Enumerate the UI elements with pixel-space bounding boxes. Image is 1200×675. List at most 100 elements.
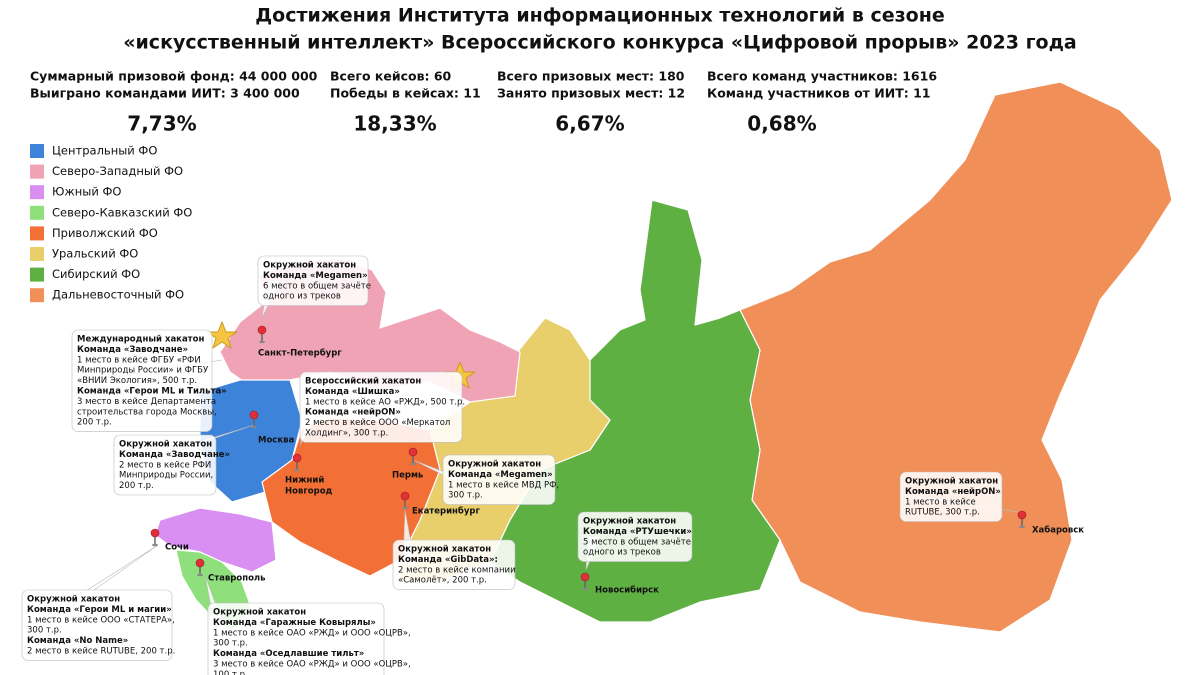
city-label: Пермь — [392, 471, 423, 481]
callout-team: Команда «нейрON» — [905, 487, 1001, 497]
callout-line: 3 место в кейсе ОАО «РЖД» и ООО «ОЦРВ», — [213, 660, 411, 670]
callout-team: Команда «Оседлавшие тильт» — [213, 649, 364, 659]
callout-line: Минприроды России» и ФГБУ — [77, 366, 209, 376]
callout-team: Команда «Шишка» — [305, 387, 400, 397]
callout-line: 1 место в кейсе ОАО «РЖД» и ООО «ОЦРВ», — [213, 628, 411, 638]
pin-head — [195, 558, 205, 568]
callout-team: Команда «Гаражные Ковырялы» — [213, 618, 376, 628]
callout-line: 1 место в кейсе — [905, 497, 976, 507]
callout-title: Окружной хакатон — [213, 608, 306, 618]
callout-title: Окружной хакатон — [448, 460, 541, 470]
pin-base — [152, 543, 158, 547]
far-eastern-district — [739, 81, 1173, 633]
stat-line: Всего команд участников: 1616 — [707, 69, 937, 84]
callout-line: 5 место в общем зачёте — [583, 537, 691, 547]
city-label: Сочи — [165, 543, 189, 553]
stat-line: Победы в кейсах: 11 — [330, 86, 481, 101]
stat-line: Занято призовых мест: 12 — [497, 86, 685, 101]
callout-title: Окружной хакатон — [905, 477, 998, 487]
stat-percent: 7,73% — [127, 112, 196, 136]
legend-label: Приволжский ФО — [52, 226, 158, 240]
callout-title: Окружной хакатон — [583, 517, 676, 527]
legend-swatch — [30, 185, 44, 200]
callout-line: «ВНИИ Экология», 500 т.р. — [77, 376, 197, 386]
callout-line: 6 место в общем зачёте — [263, 281, 371, 291]
callout-box — [899, 471, 1003, 522]
pin-head — [292, 453, 302, 463]
title: Достижения Института информационных техн… — [255, 5, 945, 27]
callout-team: Команда «Megamen» — [448, 470, 553, 480]
callout-team: Команда «GibData»: — [398, 555, 498, 565]
city-label: Нижний — [285, 476, 324, 486]
pin-base — [197, 573, 203, 577]
callout-line: 200 т.р. — [77, 418, 112, 428]
callout-title: Всероссийский хакатон — [305, 377, 421, 387]
callout-title: Окружной хакатон — [119, 440, 212, 450]
callout-box — [21, 589, 173, 661]
city-label: Ставрополь — [208, 574, 266, 584]
city-label: Санкт-Петербург — [258, 348, 342, 359]
callout-team: Команда «РТУшечки» — [583, 527, 692, 537]
callout-team: Команда «Герои ML и магии» — [27, 605, 172, 615]
legend-swatch — [30, 144, 44, 158]
legend-label: Северо-Западный ФО — [52, 164, 183, 178]
stat-percent: 6,67% — [555, 112, 624, 136]
legend-swatch — [30, 267, 44, 282]
callout-box — [299, 371, 463, 443]
callout-team: Команда «Megamen» — [263, 271, 368, 281]
legend-swatch — [30, 226, 44, 241]
callout-line: строительства города Москвы, — [77, 407, 217, 417]
stat-line: Выиграно командами ИИТ: 3 400 000 — [30, 86, 300, 101]
callout-line: 200 т.р. — [119, 481, 154, 491]
legend-swatch — [30, 205, 44, 220]
city-label: Хабаровск — [1032, 525, 1084, 536]
callout-line: 2 место в кейсе RUTUBE, 200 т.р. — [27, 647, 175, 657]
callout-line: 300 т.р. — [448, 491, 483, 501]
stat-line: Всего кейсов: 60 — [330, 69, 452, 84]
callout-title: Окружной хакатон — [27, 595, 120, 605]
legend-swatch — [30, 164, 44, 179]
callout-box — [71, 329, 213, 432]
pin-base — [251, 425, 257, 429]
legend-label: Дальневосточный ФО — [52, 288, 184, 302]
map — [154, 81, 1173, 633]
pin-base — [582, 587, 588, 591]
legend-label: Северо-Кавказский ФО — [52, 205, 192, 219]
legend-label: Уральский ФО — [52, 247, 138, 261]
pin-head — [1017, 510, 1027, 520]
legend-label: Центральный ФО — [52, 144, 157, 158]
callout-title: Окружной хакатон — [263, 261, 356, 271]
callout-title: Окружной хакатон — [398, 545, 491, 555]
callout-line: Минприроды России, — [119, 471, 213, 481]
callout-box — [577, 511, 693, 562]
pin-head — [249, 410, 259, 420]
callout-team: Команда «No Name» — [27, 636, 128, 646]
callout-box — [392, 539, 516, 590]
callout-line: 1 место в кейсе МВД РФ, — [448, 480, 559, 490]
stat-line: Команд участников от ИИТ: 11 — [707, 86, 930, 101]
legend-swatch — [30, 247, 44, 261]
callout-line: 300 т.р. — [27, 626, 62, 636]
callout-line: 3 место в кейсе Департамента — [77, 397, 216, 407]
callout-line: 2 место в кейсе ООО «Меркатол — [305, 418, 450, 428]
callout-line: 1 место в кейсе АО «РЖД», 500 т.р. — [305, 397, 465, 407]
callout-team: Команда «Заводчане» — [77, 345, 188, 355]
title: «искусственный интеллект» Всероссийского… — [123, 32, 1077, 54]
pin-base — [259, 340, 265, 344]
callout-line: 2 место в кейсе РФИ — [119, 460, 211, 470]
callout-team: Команда «нейрON» — [305, 408, 401, 418]
pin-head — [257, 325, 267, 335]
pin-head — [150, 528, 160, 538]
callout-line: RUTUBE, 300 т.р. — [905, 508, 980, 518]
callout-box — [257, 255, 369, 306]
callout-team: Команда «Заводчане» — [119, 450, 230, 460]
callout-line: Холдинг», 300 т.р. — [305, 429, 388, 439]
callout-line: 2 место в кейсе компании — [398, 565, 516, 575]
